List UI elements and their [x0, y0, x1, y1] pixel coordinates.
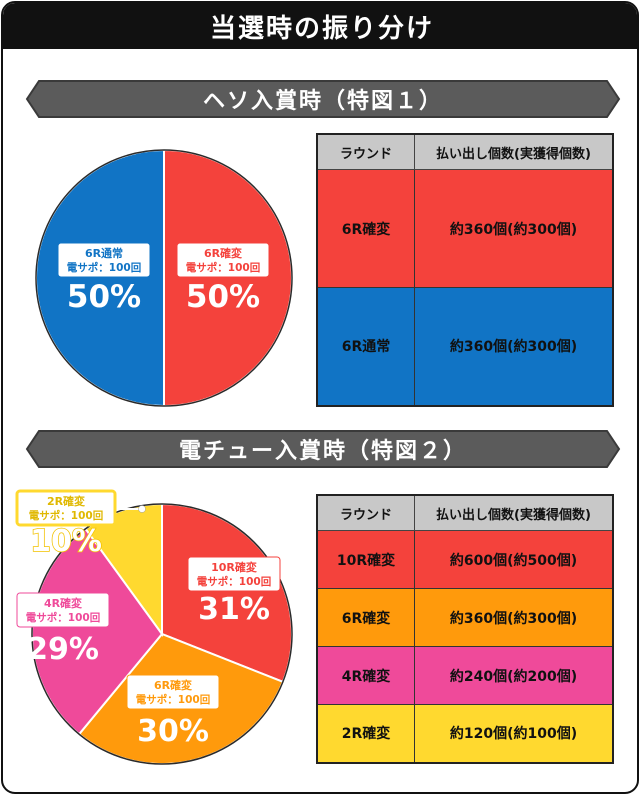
slice-label-box	[15, 489, 117, 527]
pie-rim	[35, 149, 293, 407]
header-payout: 払い出し個数(実獲得個数)	[414, 133, 614, 170]
payout-cell: 約240個(約200個)	[414, 646, 614, 705]
payout-cell: 約600個(約500個)	[414, 530, 614, 589]
slice-sublabel: 電サポ：100回	[186, 261, 260, 274]
payout-table-heso: ラウンド 払い出し個数(実獲得個数) 6R確変 約360個(約300個) 6R通…	[316, 133, 614, 407]
table-row: 4R確変 約240個(約200個)	[316, 646, 614, 705]
slice-name: 10R確変	[211, 560, 257, 574]
payout-cell: 約120個(約100個)	[414, 704, 614, 763]
round-cell: 10R確変	[316, 530, 415, 589]
slice-percent: 50%	[186, 279, 260, 315]
round-cell: 6R確変	[316, 169, 415, 288]
section-banner-denchu: 電チュー入賞時（特図２）	[25, 429, 621, 469]
section-heading-heso: ヘソ入賞時（特図１）	[202, 89, 443, 114]
header-round: ラウンド	[316, 494, 415, 531]
payout-cell: 約360個(約300個)	[414, 287, 614, 406]
slice-sublabel: 電サポ：100回	[67, 261, 141, 274]
slice-percent: 31%	[198, 592, 270, 627]
slice-name: 6R通常	[85, 246, 123, 260]
leader-dot	[138, 505, 146, 513]
pie-chart-denchu: 10R確変電サポ：100回31%6R確変電サポ：100回30%4R確変電サポ：1…	[15, 489, 293, 765]
round-cell: 6R通常	[316, 287, 415, 406]
slice-label-box	[126, 674, 220, 710]
table-row: 6R確変 約360個(約300個)	[316, 169, 614, 288]
slice-percent: 10%	[30, 524, 102, 559]
round-cell: 4R確変	[316, 646, 415, 705]
section-banner-heso: ヘソ入賞時（特図１）	[25, 79, 621, 119]
page-title: 当選時の振り分け	[3, 3, 637, 49]
slice-label-box	[187, 556, 281, 592]
header-round: ラウンド	[316, 133, 415, 170]
slice-percent: 29%	[27, 632, 99, 667]
slice-name: 4R確変	[44, 596, 82, 610]
pie-slice	[35, 148, 165, 408]
pie-rim	[31, 503, 293, 765]
payout-cell: 約360個(約300個)	[414, 588, 614, 647]
slice-label-box	[57, 242, 151, 278]
pie-slice	[163, 148, 293, 408]
slice-percent: 30%	[137, 714, 209, 749]
section-heading-denchu: 電チュー入賞時（特図２）	[178, 439, 467, 464]
slice-percent: 50%	[67, 279, 141, 315]
payout-cell: 約360個(約300個)	[414, 169, 614, 288]
slice-name: 6R確変	[154, 678, 192, 692]
banner-shape	[25, 80, 621, 118]
round-cell: 2R確変	[316, 704, 415, 763]
header-payout: 払い出し個数(実獲得個数)	[414, 494, 614, 531]
slice-sublabel: 電サポ：100回	[26, 611, 100, 624]
table-row: 6R確変 約360個(約300個)	[316, 588, 614, 647]
round-cell: 6R確変	[316, 588, 415, 647]
payout-table-denchu: ラウンド 払い出し個数(実獲得個数) 10R確変 約600個(約500個) 6R…	[316, 494, 614, 764]
slice-sublabel: 電サポ：100回	[136, 693, 210, 706]
table-row: 6R通常 約360個(約300個)	[316, 287, 614, 406]
slice-sublabel: 電サポ：100回	[197, 575, 271, 588]
slice-name: 6R確変	[204, 246, 242, 260]
slice-label-box	[16, 592, 110, 628]
table-row: 2R確変 約120個(約100個)	[316, 704, 614, 763]
banner-shape	[25, 430, 621, 468]
slice-sublabel: 電サポ：100回	[29, 509, 103, 522]
slice-name: 2R確変	[47, 494, 85, 508]
slice-label-box	[176, 242, 270, 278]
table-row: 10R確変 約600個(約500個)	[316, 530, 614, 589]
